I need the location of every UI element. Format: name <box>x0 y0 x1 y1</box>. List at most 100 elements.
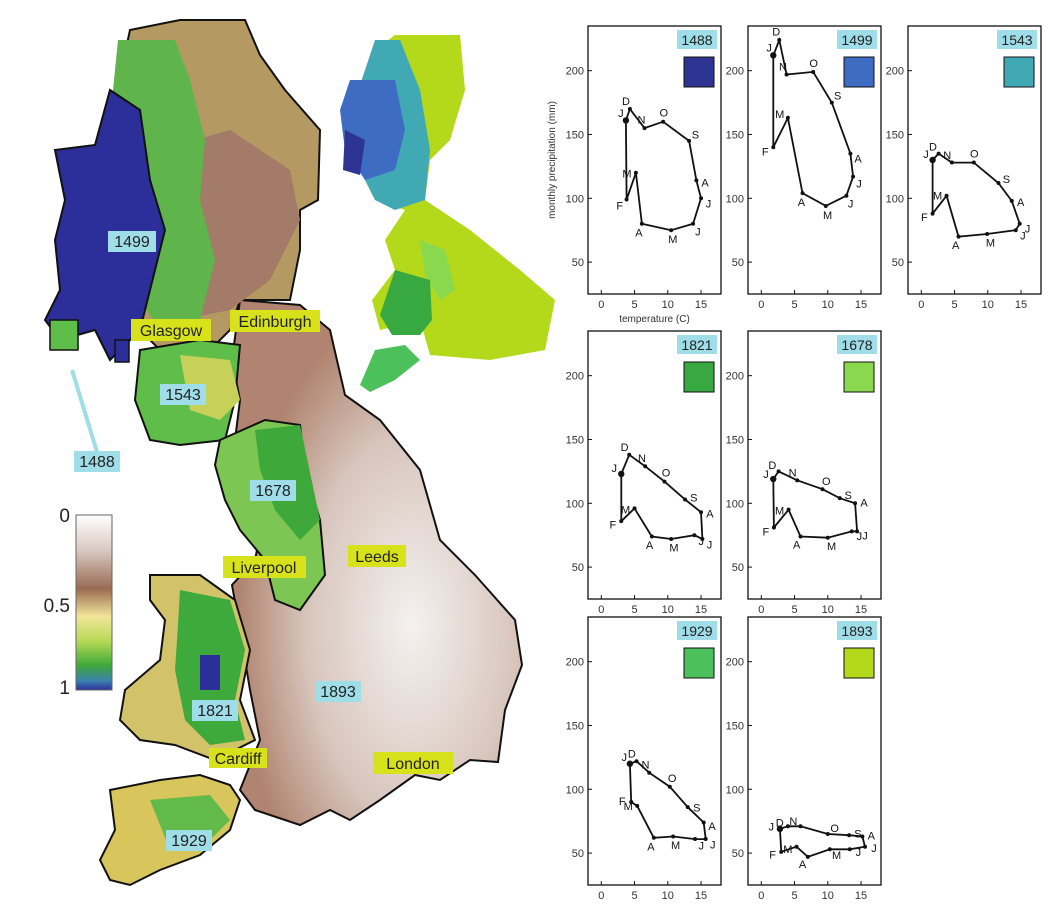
month-label: D <box>621 442 629 454</box>
month-label: D <box>622 96 630 108</box>
month-point <box>805 854 810 859</box>
month-label: N <box>789 468 797 480</box>
region-key-map <box>340 35 555 392</box>
month-point <box>629 800 634 805</box>
month-label: F <box>619 796 626 808</box>
month-label: N <box>943 150 951 162</box>
month-point <box>671 834 676 839</box>
region-label-1543: 1543 <box>160 384 206 405</box>
month-point <box>622 117 630 124</box>
x-tick-label: 15 <box>855 890 867 902</box>
month-label: J <box>871 843 877 855</box>
month-point <box>661 119 666 124</box>
y-tick-label: 200 <box>566 657 584 669</box>
month-label: M <box>832 850 841 862</box>
month-point <box>949 160 954 165</box>
colorbar-tick-0-5: 0.5 <box>44 596 70 617</box>
x-tick-label: 5 <box>631 604 637 616</box>
month-label: A <box>798 197 806 209</box>
series-color-swatch <box>683 361 715 393</box>
month-label: J <box>706 198 712 210</box>
x-tick-label: 10 <box>822 890 834 902</box>
month-point <box>779 849 784 854</box>
month-point <box>633 170 638 175</box>
x-tick-label: 10 <box>822 604 834 616</box>
city-label-london: London <box>373 752 453 774</box>
x-tick-label: 0 <box>598 299 604 311</box>
month-label: M <box>775 109 784 121</box>
month-point <box>692 533 697 538</box>
month-point <box>860 834 865 839</box>
month-point <box>627 452 632 457</box>
month-point <box>825 831 830 836</box>
month-point <box>863 844 868 849</box>
month-label: D <box>776 818 784 830</box>
month-label: M <box>668 234 677 246</box>
city-label-leeds: Leeds <box>348 545 406 567</box>
month-label: M <box>775 505 784 517</box>
month-label: A <box>860 497 868 509</box>
month-label: O <box>822 476 831 488</box>
x-tick-label: 5 <box>631 299 637 311</box>
panel-title-bg <box>997 30 1037 49</box>
month-point <box>699 510 704 515</box>
y-tick-label: 100 <box>886 193 904 205</box>
series-color-swatch <box>683 647 715 679</box>
month-point <box>619 519 624 524</box>
svg-text:1821: 1821 <box>197 703 233 720</box>
month-point <box>847 847 852 852</box>
month-label: M <box>933 191 942 203</box>
month-point <box>929 156 936 164</box>
panel-title: 1893 <box>841 623 872 639</box>
y-tick-label: 50 <box>732 562 744 574</box>
month-point <box>635 803 640 808</box>
month-label: A <box>647 841 655 853</box>
month-label: N <box>638 115 646 127</box>
month-point <box>825 535 830 540</box>
y-tick-label: 150 <box>726 720 744 732</box>
month-label: N <box>779 61 787 73</box>
month-label: J <box>856 847 862 859</box>
month-point <box>687 138 692 143</box>
region-label-1893: 1893 <box>315 681 361 702</box>
month-label: M <box>621 504 630 516</box>
y-tick-label: 150 <box>726 129 744 141</box>
month-label: A <box>1017 197 1025 209</box>
month-point <box>618 470 625 478</box>
svg-text:Leeds: Leeds <box>355 549 399 566</box>
month-point <box>771 145 776 150</box>
month-label: S <box>834 91 841 103</box>
svg-text:1929: 1929 <box>171 833 207 850</box>
month-label: J <box>612 463 618 475</box>
panel-title-bg <box>677 30 717 49</box>
x-tick-label: 15 <box>695 299 707 311</box>
month-label: J <box>710 840 716 852</box>
svg-text:Liverpool: Liverpool <box>232 560 297 577</box>
x-tick-label: 5 <box>791 604 797 616</box>
month-point <box>685 805 690 810</box>
x-tick-label: 10 <box>982 299 994 311</box>
region-label-1678: 1678 <box>250 480 296 501</box>
month-point <box>930 211 935 216</box>
colorbar-tick-1: 1 <box>59 678 70 699</box>
month-point <box>798 534 803 539</box>
svg-text:1499: 1499 <box>114 234 150 251</box>
month-label: M <box>624 801 633 813</box>
y-tick-label: 150 <box>726 434 744 446</box>
x-tick-label: 0 <box>758 604 764 616</box>
x-tick-label: 5 <box>791 890 797 902</box>
month-point <box>996 180 1001 185</box>
month-point <box>785 115 790 120</box>
x-tick-label: 15 <box>855 604 867 616</box>
month-label: S <box>693 803 700 815</box>
month-point <box>1017 221 1022 226</box>
month-point <box>853 501 858 506</box>
month-label: J <box>856 178 862 190</box>
y-tick-label: 200 <box>726 371 744 383</box>
month-label: F <box>610 519 617 531</box>
month-label: J <box>707 540 713 552</box>
month-point <box>770 475 777 483</box>
month-label: J <box>1020 231 1026 243</box>
y-tick-label: 150 <box>566 129 584 141</box>
